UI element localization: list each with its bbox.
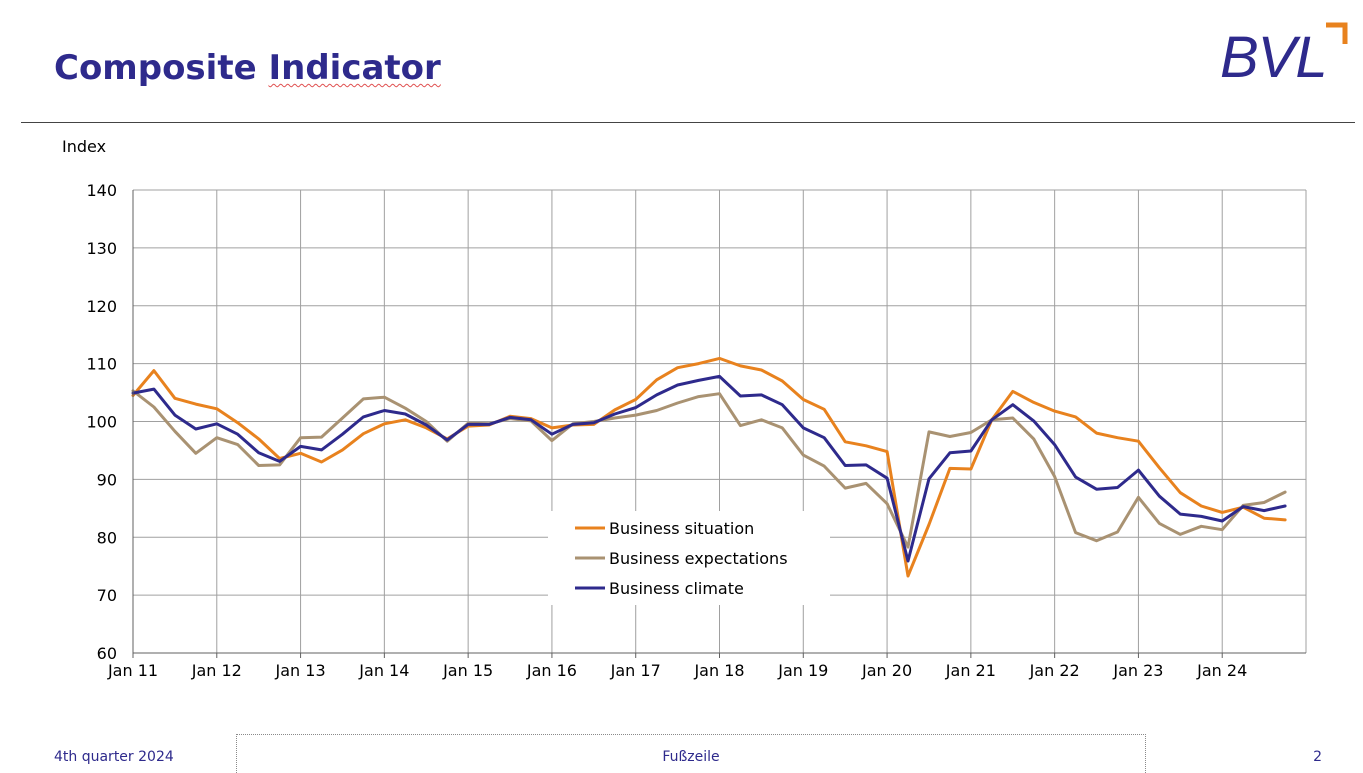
- y-tick-label: 60: [97, 644, 117, 663]
- legend-entry: Business expectations: [609, 549, 788, 568]
- legend-entry: Business climate: [609, 579, 744, 598]
- line-chart: 60 70 80 90 100 110 120 130 140 Jan 11 Jan 12 Jan 1…: [62, 137, 1307, 680]
- x-tick-label: Jan 13: [275, 661, 326, 680]
- page-title: Composite Indicator: [54, 48, 441, 88]
- footer-date: 4th quarter 2024: [54, 749, 174, 765]
- chart-series: [131, 356, 1287, 578]
- x-tick-label: Jan 12: [191, 661, 242, 680]
- x-tick-label: Jan 16: [526, 661, 577, 680]
- x-tick-label: Jan 11: [107, 661, 158, 680]
- y-tick-label: 70: [97, 586, 117, 605]
- series-line: [131, 389, 1287, 549]
- legend-entry: Business situation: [609, 519, 754, 538]
- y-axis-label: Index: [62, 137, 106, 156]
- y-tick-label: 130: [86, 239, 117, 258]
- x-tick-label: Jan 24: [1196, 661, 1247, 680]
- y-tick-label: 90: [97, 470, 117, 489]
- x-tick-label: Jan 18: [693, 661, 744, 680]
- footer-text: Fußzeile: [662, 749, 720, 765]
- y-tick-label: 80: [97, 528, 117, 547]
- x-tick-label: Jan 20: [861, 661, 912, 680]
- page-number: 2: [1313, 749, 1322, 765]
- logo-mark-icon: [1326, 22, 1348, 44]
- chart-grid: [132, 189, 1307, 654]
- x-tick-label: Jan 14: [358, 661, 409, 680]
- x-tick-label: Jan 17: [610, 661, 661, 680]
- series-line: [131, 356, 1287, 578]
- title-word-indicator: Indicator: [268, 48, 441, 88]
- header-divider: [21, 122, 1355, 123]
- bvl-logo: BVL: [1220, 18, 1350, 90]
- y-tick-label: 140: [86, 181, 117, 200]
- chart-legend: Business situation Business expectations B…: [548, 511, 830, 605]
- x-tick-label: Jan 19: [777, 661, 828, 680]
- title-word-composite: Composite: [54, 48, 257, 88]
- x-tick-label: Jan 21: [945, 661, 996, 680]
- x-tick-label: Jan 15: [442, 661, 493, 680]
- footer-frame: [236, 734, 1146, 773]
- x-tick-label: Jan 22: [1029, 661, 1080, 680]
- y-tick-label: 110: [86, 355, 117, 374]
- y-tick-label: 100: [86, 413, 117, 432]
- chart-axes: 60 70 80 90 100 110 120 130 140 Jan 11 Jan 12 Jan 1…: [62, 137, 1306, 680]
- y-tick-label: 120: [86, 297, 117, 316]
- series-line: [131, 374, 1287, 563]
- x-tick-label: Jan 23: [1112, 661, 1163, 680]
- logo-text: BVL: [1220, 25, 1328, 90]
